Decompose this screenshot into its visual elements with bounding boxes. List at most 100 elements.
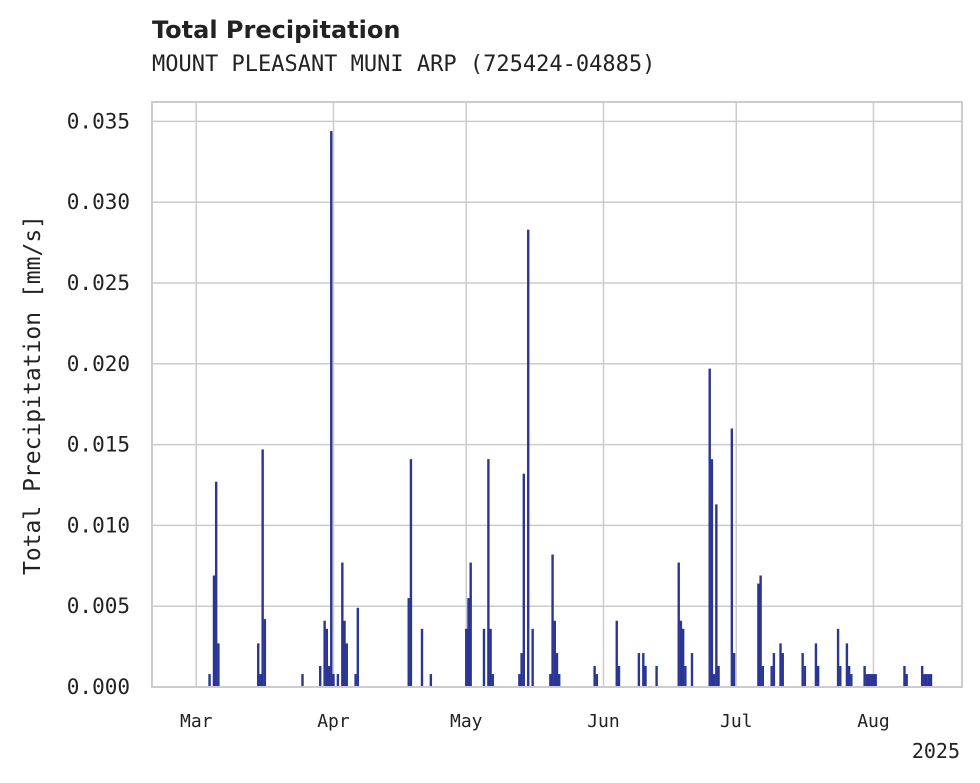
- precip-bar: [708, 368, 711, 687]
- precip-bar: [520, 653, 523, 687]
- precip-bar: [690, 653, 694, 687]
- precip-bar: [732, 653, 736, 687]
- precip-bar: [801, 653, 804, 687]
- precip-bar: [558, 674, 561, 687]
- precip-bar: [482, 628, 486, 687]
- precip-bar: [259, 674, 262, 687]
- precip-bar: [518, 674, 521, 687]
- precip-bar: [717, 665, 720, 687]
- precip-bar: [865, 674, 869, 687]
- precip-bar: [555, 653, 559, 687]
- precip-bar: [407, 598, 410, 687]
- y-tick-label: 0.020: [67, 352, 130, 376]
- precip-bar: [839, 665, 842, 687]
- precip-bar: [779, 643, 782, 687]
- y-tick-labels: 0.000 0.005 0.010 0.015 0.020 0.025 0.030 0.035: [67, 109, 130, 699]
- precip-bar: [522, 473, 526, 687]
- precip-bar: [327, 665, 331, 687]
- x-tick-label: Jun: [587, 711, 620, 732]
- y-tick-label: 0.025: [67, 271, 130, 295]
- precip-bar: [927, 674, 931, 687]
- precip-bar: [757, 583, 760, 687]
- chart-title: Total Precipitation: [152, 16, 401, 44]
- precip-bar: [491, 674, 495, 687]
- precip-bar: [679, 620, 683, 687]
- precip-bar: [863, 665, 866, 687]
- x-tick-labels: Mar Apr May Jun Jul Aug: [180, 711, 890, 732]
- precip-bar: [301, 674, 304, 687]
- precip-bar: [551, 554, 554, 687]
- precip-bar: [263, 619, 267, 687]
- precip-bar: [217, 643, 220, 687]
- y-axis-label: Total Precipitation [mm/s]: [20, 215, 46, 575]
- precip-bar: [595, 674, 599, 687]
- y-tick-label: 0.005: [67, 594, 130, 618]
- precip-bar: [710, 459, 714, 687]
- x-tick-label: Jul: [720, 711, 753, 732]
- precip-bar: [867, 674, 871, 687]
- precip-bar: [343, 620, 346, 687]
- bars-group: [208, 131, 933, 688]
- precip-bar: [712, 674, 716, 687]
- precip-bar: [429, 674, 433, 687]
- y-tick-label: 0.010: [67, 513, 130, 537]
- year-label: 2025: [912, 739, 960, 763]
- precip-bar: [356, 607, 360, 687]
- precip-bar: [642, 653, 645, 687]
- precip-bar: [715, 504, 718, 687]
- precip-bar: [420, 628, 424, 687]
- precip-bar: [903, 665, 906, 687]
- precip-bar: [212, 575, 216, 687]
- precip-bar: [677, 562, 680, 687]
- precip-bar: [323, 620, 326, 687]
- precip-bar: [730, 428, 734, 687]
- precip-bar: [655, 665, 658, 687]
- precip-bar: [925, 674, 928, 687]
- precip-bar: [803, 665, 807, 687]
- precip-bar: [593, 665, 596, 687]
- precip-bar: [325, 628, 329, 687]
- precip-bar: [354, 674, 357, 687]
- precip-bar: [489, 628, 492, 687]
- precip-bar: [469, 562, 472, 687]
- y-tick-label: 0.000: [67, 675, 130, 699]
- plot-frame: [151, 101, 963, 688]
- precip-bar: [761, 665, 765, 687]
- precip-bar: [261, 449, 264, 687]
- precip-bar: [208, 674, 211, 687]
- precip-bar: [644, 665, 647, 687]
- precip-bar: [772, 653, 776, 687]
- precip-bar: [920, 665, 924, 687]
- precip-bar: [527, 229, 530, 687]
- precip-bar: [847, 665, 851, 687]
- precip-bar: [467, 598, 470, 687]
- precip-bar: [465, 628, 468, 687]
- chart-subtitle: MOUNT PLEASANT MUNI ARP (725424-04885): [152, 52, 656, 77]
- precip-bar: [781, 653, 784, 687]
- precip-bar: [816, 665, 820, 687]
- precip-bar: [814, 643, 818, 687]
- precip-bar: [553, 620, 556, 687]
- precip-bar: [615, 620, 618, 687]
- precip-bar: [770, 665, 773, 687]
- precip-bar: [341, 562, 344, 687]
- grid-lines: [152, 102, 962, 688]
- precip-bar: [870, 674, 873, 687]
- precip-bar: [681, 628, 685, 687]
- precip-bar: [637, 653, 641, 687]
- precip-bar: [330, 131, 333, 688]
- x-tick-label: Mar: [180, 711, 213, 732]
- x-tick-label: May: [450, 711, 483, 732]
- precip-bar: [905, 674, 908, 687]
- y-tick-label: 0.035: [67, 109, 130, 133]
- precip-bar: [845, 643, 849, 687]
- precip-bar: [684, 665, 687, 687]
- precip-bar: [874, 674, 877, 687]
- precip-bar: [549, 674, 552, 687]
- x-tick-label: Apr: [317, 711, 350, 732]
- precip-bar: [214, 481, 218, 687]
- precip-bar: [872, 674, 875, 687]
- precip-bar: [850, 674, 853, 687]
- precip-bar: [336, 674, 340, 687]
